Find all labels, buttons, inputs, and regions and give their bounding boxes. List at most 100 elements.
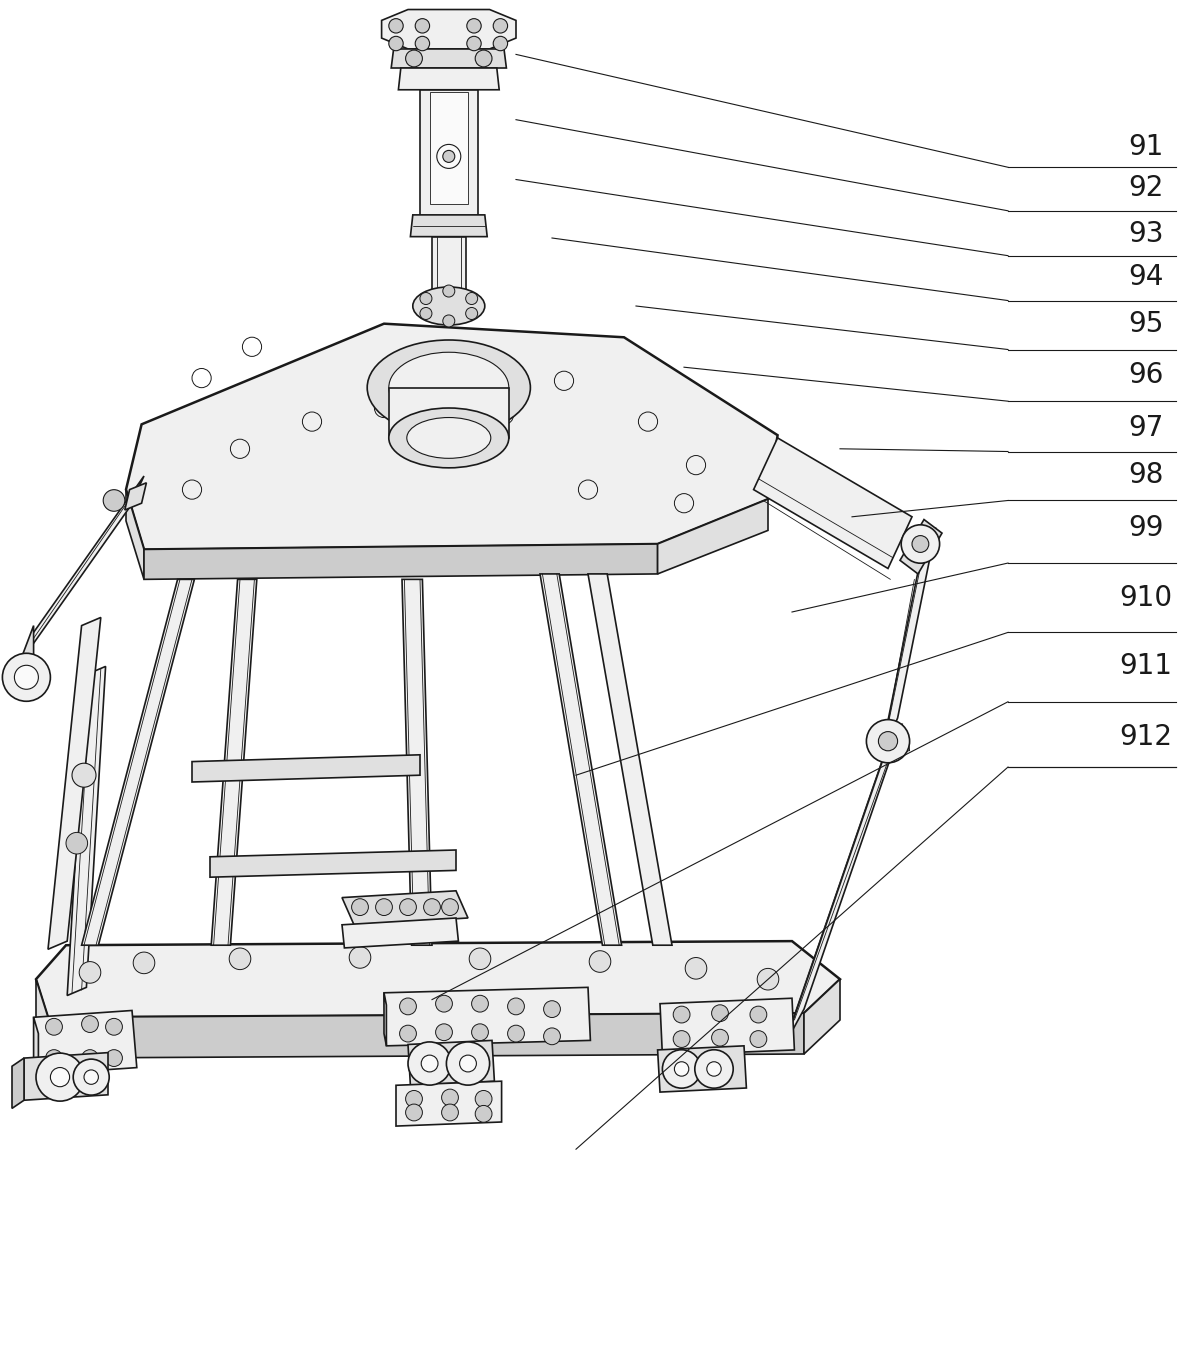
Text: 912: 912 (1120, 724, 1172, 751)
Text: 92: 92 (1128, 174, 1164, 201)
Polygon shape (67, 666, 106, 996)
Polygon shape (881, 528, 936, 756)
Circle shape (436, 1024, 452, 1040)
Circle shape (106, 1050, 122, 1066)
Polygon shape (34, 1010, 137, 1074)
Polygon shape (24, 1053, 108, 1100)
Circle shape (442, 1104, 458, 1121)
Polygon shape (430, 92, 468, 204)
Text: 97: 97 (1128, 415, 1164, 442)
Circle shape (662, 1050, 701, 1088)
Text: 911: 911 (1120, 653, 1172, 680)
Circle shape (415, 37, 430, 50)
Polygon shape (658, 1046, 746, 1092)
Circle shape (66, 832, 88, 854)
Circle shape (685, 957, 707, 979)
Polygon shape (540, 574, 622, 945)
Circle shape (673, 1031, 690, 1047)
Circle shape (72, 763, 96, 787)
Circle shape (406, 50, 422, 67)
Circle shape (508, 1025, 524, 1042)
Polygon shape (432, 237, 466, 306)
Polygon shape (36, 941, 840, 1017)
Polygon shape (391, 49, 506, 68)
Polygon shape (410, 215, 487, 237)
Text: 94: 94 (1128, 264, 1164, 291)
Circle shape (544, 1028, 560, 1044)
Circle shape (467, 19, 481, 33)
Polygon shape (126, 324, 778, 549)
Text: 93: 93 (1128, 220, 1164, 248)
Circle shape (443, 286, 455, 296)
Polygon shape (48, 617, 101, 949)
Circle shape (400, 899, 416, 915)
Circle shape (82, 1050, 98, 1066)
Circle shape (674, 1062, 689, 1076)
Circle shape (475, 1106, 492, 1122)
Circle shape (750, 1006, 767, 1023)
Circle shape (421, 1055, 438, 1072)
Ellipse shape (407, 418, 491, 458)
Circle shape (712, 1030, 728, 1046)
Circle shape (443, 151, 455, 162)
Circle shape (84, 1070, 98, 1084)
Ellipse shape (367, 340, 530, 435)
Circle shape (408, 1042, 451, 1085)
Circle shape (695, 1050, 733, 1088)
Circle shape (757, 968, 779, 990)
Polygon shape (384, 993, 386, 1046)
Ellipse shape (389, 352, 509, 423)
Ellipse shape (389, 408, 509, 468)
Circle shape (400, 998, 416, 1015)
Polygon shape (210, 850, 456, 877)
Circle shape (460, 1055, 476, 1072)
Polygon shape (660, 998, 794, 1055)
Polygon shape (754, 438, 912, 568)
Circle shape (420, 307, 432, 320)
Polygon shape (82, 579, 194, 945)
Circle shape (46, 1019, 62, 1035)
Text: 91: 91 (1128, 133, 1164, 160)
Polygon shape (125, 483, 146, 510)
Circle shape (472, 996, 488, 1012)
Circle shape (436, 996, 452, 1012)
Circle shape (712, 1005, 728, 1021)
Circle shape (466, 307, 478, 320)
Circle shape (106, 1019, 122, 1035)
Circle shape (349, 947, 371, 968)
Text: 96: 96 (1128, 362, 1164, 389)
Circle shape (352, 899, 368, 915)
Polygon shape (785, 724, 902, 1044)
Circle shape (36, 1053, 84, 1102)
Circle shape (50, 1068, 70, 1087)
Circle shape (707, 1062, 721, 1076)
Circle shape (376, 899, 392, 915)
Polygon shape (900, 520, 942, 574)
Circle shape (472, 1024, 488, 1040)
Circle shape (442, 899, 458, 915)
Circle shape (866, 719, 910, 763)
Circle shape (493, 19, 508, 33)
Text: 99: 99 (1128, 514, 1164, 541)
Circle shape (912, 536, 929, 552)
Polygon shape (48, 1013, 804, 1058)
Circle shape (544, 1001, 560, 1017)
Polygon shape (588, 574, 672, 945)
Circle shape (400, 1025, 416, 1042)
Polygon shape (12, 1058, 24, 1108)
Circle shape (14, 665, 38, 690)
Polygon shape (126, 490, 144, 579)
Polygon shape (211, 579, 257, 945)
Circle shape (750, 1031, 767, 1047)
Circle shape (82, 1016, 98, 1032)
Circle shape (446, 1042, 490, 1085)
Polygon shape (382, 10, 516, 49)
Circle shape (589, 951, 611, 972)
Polygon shape (19, 476, 144, 664)
Circle shape (73, 1059, 109, 1095)
Polygon shape (396, 1081, 502, 1126)
Text: 95: 95 (1128, 310, 1164, 337)
Circle shape (466, 292, 478, 305)
Circle shape (389, 19, 403, 33)
Polygon shape (144, 544, 658, 579)
